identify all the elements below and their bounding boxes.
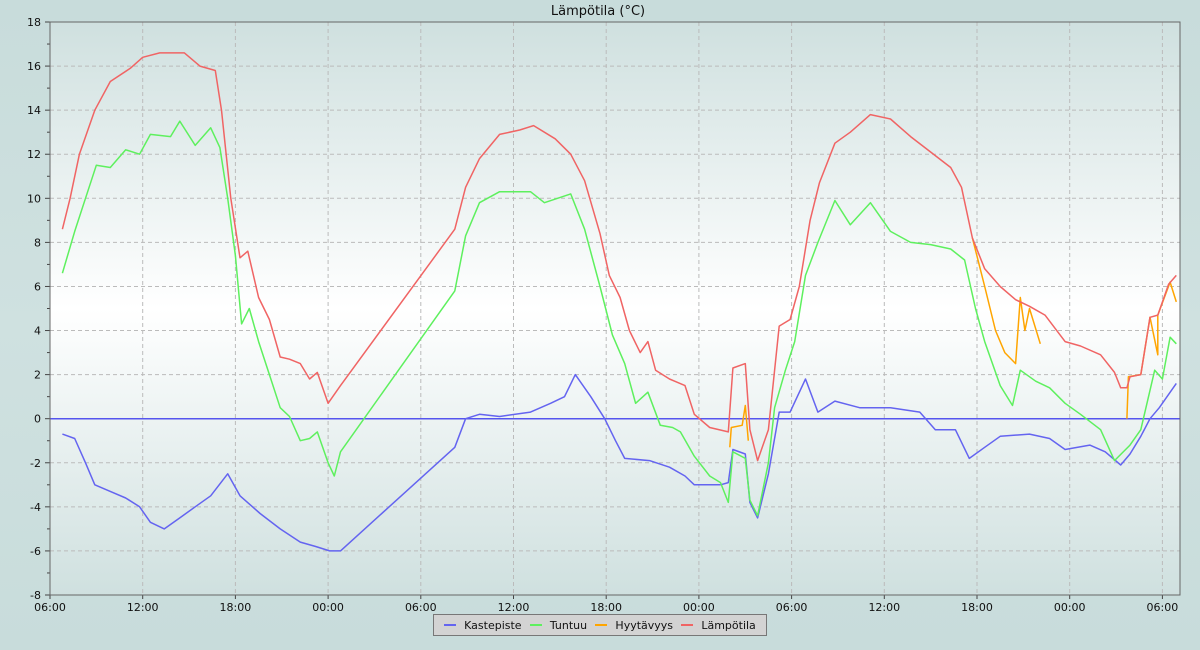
x-tick-label: 12:00: [498, 601, 530, 614]
x-tick-label: 06:00: [776, 601, 808, 614]
chart-title: Lämpötila (°C): [551, 4, 645, 19]
x-tick-label: 00:00: [1054, 601, 1086, 614]
y-tick-label: 14: [27, 104, 41, 117]
y-tick-label: 6: [34, 280, 41, 293]
x-tick-label: 06:00: [1147, 601, 1179, 614]
legend-label: Hyytävyys: [615, 618, 674, 632]
legend-item: Hyytävyys: [595, 619, 673, 632]
x-tick-label: 06:00: [34, 601, 66, 614]
y-tick-label: -8: [30, 589, 41, 602]
legend-label: Kastepiste: [464, 618, 522, 632]
legend-swatch: [595, 624, 608, 626]
legend-item: Tuntuu: [529, 618, 588, 632]
x-tick-label: 18:00: [961, 601, 993, 614]
legend-item: Kastepiste: [444, 618, 522, 632]
series-line-tuntuu: [61, 120, 1177, 517]
y-tick-label: -4: [30, 501, 41, 514]
legend-swatch: [444, 624, 457, 626]
x-tick-label: 00:00: [312, 601, 344, 614]
plot-border: [49, 21, 1181, 596]
legend-item: Lämpötila: [681, 618, 756, 632]
x-tick-label: 18:00: [590, 601, 622, 614]
legend-swatch: [529, 624, 542, 626]
y-tick-label: 2: [34, 369, 41, 382]
y-tick-label: 12: [27, 148, 41, 161]
series-line-kastepiste: [62, 373, 1177, 552]
y-tick-label: 4: [34, 325, 41, 338]
y-tick-label: -6: [30, 545, 41, 558]
plot-area: [50, 22, 1180, 595]
y-tick-label: -2: [30, 457, 41, 470]
x-tick-label: 12:00: [868, 601, 900, 614]
y-tick-label: 8: [34, 236, 41, 249]
y-tick-label: 0: [34, 413, 41, 426]
x-tick-label: 18:00: [220, 601, 252, 614]
x-tick-label: 00:00: [683, 601, 715, 614]
y-tick-label: 16: [27, 60, 41, 73]
x-tick-label: 06:00: [405, 601, 437, 614]
x-tick-label: 12:00: [127, 601, 159, 614]
y-tick-label: 10: [27, 192, 41, 205]
y-tick-label: 18: [27, 16, 41, 29]
legend-label: Lämpötila: [701, 618, 756, 632]
series-line-lämpötila: [61, 52, 1177, 462]
legend: Kastepiste Tuntuu Hyytävyys Lämpötila: [433, 614, 767, 636]
legend-label: Tuntuu: [549, 618, 588, 632]
legend-swatch: [681, 624, 694, 626]
